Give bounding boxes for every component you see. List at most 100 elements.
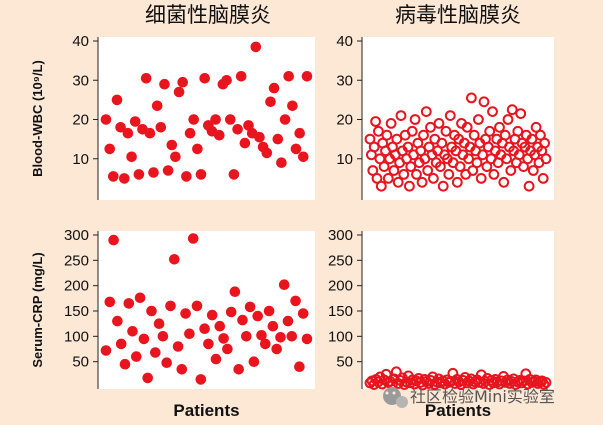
y-tick-label: 30 [72, 72, 89, 89]
watermark: 社区检验Mini实验室 [383, 387, 555, 408]
data-point [382, 173, 394, 184]
chart-panel-4: 50 100 150 200 250 300 Patients [328, 227, 554, 420]
data-point [294, 127, 306, 139]
data-point [527, 165, 539, 176]
y-tick-label: 50 [72, 354, 89, 371]
data-point [169, 253, 180, 265]
data-point [477, 149, 489, 161]
data-point [144, 127, 156, 139]
data-point [134, 292, 146, 304]
data-point [177, 76, 188, 88]
data-point [364, 133, 376, 145]
data-point [127, 326, 138, 337]
data-point [526, 133, 538, 145]
y-tick-label: 10 [336, 151, 353, 168]
data-point [433, 118, 445, 129]
data-point [256, 330, 267, 341]
data-point [378, 161, 390, 173]
data-point [157, 331, 169, 342]
data-point [138, 333, 150, 345]
y-tick-label: 30 [336, 72, 353, 89]
data-point [301, 71, 313, 82]
data-point [420, 106, 432, 117]
data-point [115, 122, 126, 133]
data-point [111, 94, 123, 106]
data-point [283, 71, 295, 82]
data-point [148, 167, 159, 178]
data-point [199, 73, 210, 84]
plot-area [98, 231, 315, 389]
data-point [286, 331, 298, 342]
data-point [221, 75, 232, 86]
data-point [140, 73, 152, 84]
chart-panel-1: 10 20 30 40 细菌性脑膜炎 Blood-WBC (10⁹/L) [30, 3, 315, 200]
y-tick-label: 200 [64, 278, 89, 295]
data-point [368, 141, 380, 153]
data-point [290, 295, 301, 307]
data-point [402, 141, 414, 153]
plot-area [362, 231, 554, 389]
data-point [282, 315, 294, 327]
data-point [436, 137, 448, 149]
data-point [537, 173, 549, 184]
data-point [122, 127, 134, 139]
data-point [391, 133, 403, 145]
data-point [518, 161, 529, 173]
data-point [370, 116, 382, 127]
watermark-text: 社区检验Mini实验室 [410, 387, 555, 406]
data-point [499, 129, 511, 141]
data-point [466, 92, 477, 104]
data-point [502, 114, 514, 125]
data-point [463, 153, 475, 165]
data-point [437, 180, 449, 192]
data-point [214, 129, 225, 141]
data-point [162, 165, 174, 176]
data-point [454, 161, 466, 173]
data-point [428, 173, 439, 184]
data-point [115, 338, 127, 350]
data-point [298, 151, 309, 163]
data-point [159, 78, 170, 90]
data-point [487, 106, 498, 117]
data-point [263, 305, 275, 317]
data-point [250, 41, 262, 53]
data-point [142, 372, 153, 384]
data-point [126, 151, 137, 163]
data-point [267, 320, 279, 332]
data-point [119, 173, 130, 184]
data-point [192, 143, 203, 155]
data-point [244, 301, 256, 313]
data-point [155, 122, 167, 133]
y-axis-label: Blood-WBC (10⁹/L) [30, 60, 45, 177]
data-point [187, 233, 199, 244]
data-point [388, 165, 400, 176]
data-point [172, 341, 184, 352]
data-point [371, 173, 383, 184]
data-point [195, 374, 207, 385]
data-point [406, 125, 418, 137]
data-point [268, 82, 280, 94]
data-point [398, 169, 410, 180]
data-point [451, 176, 463, 188]
data-point [475, 173, 487, 184]
data-point [278, 279, 290, 291]
x-axis-label: Patients [173, 401, 239, 420]
data-point [232, 124, 243, 135]
data-point [473, 114, 484, 125]
data-point [150, 347, 161, 358]
data-point [471, 157, 483, 169]
data-point [254, 131, 265, 143]
data-point [210, 353, 222, 365]
y-tick-label: 300 [328, 227, 353, 244]
data-point [228, 169, 240, 180]
data-point [461, 121, 473, 133]
data-point [239, 137, 251, 149]
data-point [367, 165, 379, 176]
data-point [523, 180, 535, 192]
data-point [540, 153, 552, 165]
y-tick-label: 300 [64, 227, 89, 244]
data-point [501, 153, 513, 165]
data-point [151, 100, 163, 112]
data-point [260, 338, 271, 350]
data-point [444, 110, 456, 121]
